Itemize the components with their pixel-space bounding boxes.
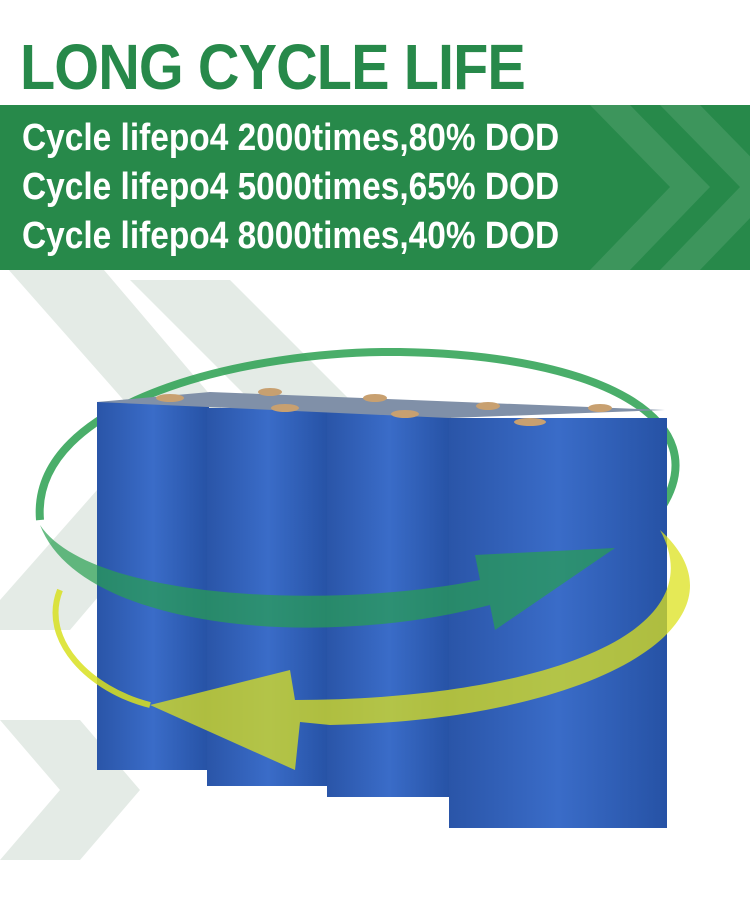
spec-line-2000: Cycle lifepo4 2000times,80% DOD [22,117,560,159]
chevron-decoration-icon [590,105,750,270]
spec-banner: Cycle lifepo4 2000times,80% DOD Cycle li… [0,105,750,270]
spec-line-5000: Cycle lifepo4 5000times,65% DOD [22,166,560,208]
yellow-cycle-arrow [150,530,691,770]
battery-terminals [156,388,612,426]
page-title: LONG CYCLE LIFE [20,31,526,103]
battery-cell [449,418,667,828]
battery-illustration [35,347,691,828]
spec-line-8000: Cycle lifepo4 8000times,40% DOD [22,215,560,257]
